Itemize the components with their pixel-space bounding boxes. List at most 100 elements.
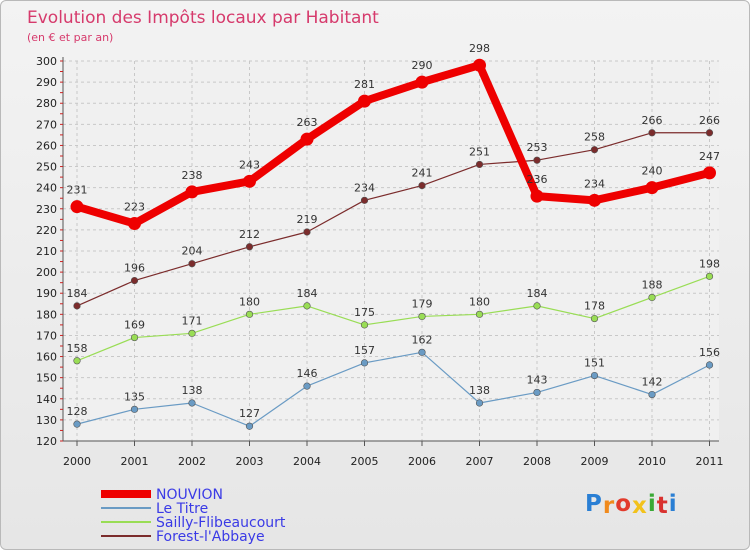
series-line-nouvion (73, 61, 714, 228)
series-line-sailly-flibeaucourt (76, 275, 711, 362)
data-label-le-titre: 156 (699, 346, 720, 359)
data-label-sailly-flibeaucourt: 179 (412, 297, 433, 310)
x-tick-label: 2011 (696, 455, 724, 468)
data-label-le-titre: 162 (412, 333, 433, 346)
data-label-le-titre: 135 (124, 390, 145, 403)
data-label-sailly-flibeaucourt: 158 (67, 342, 88, 355)
data-point-sailly-flibeaucourt (245, 310, 254, 318)
data-label-le-titre: 142 (642, 376, 663, 389)
logo-letter: x (632, 493, 648, 519)
x-tick-label: 2010 (638, 455, 666, 468)
data-point-forest-l-abbaye (475, 160, 484, 169)
data-label-nouvion: 281 (354, 78, 375, 91)
y-tick-label: 250 (36, 161, 57, 174)
data-point-sailly-flibeaucourt (130, 333, 139, 342)
y-tick-label: 140 (36, 393, 57, 406)
data-label-forest-l-abbaye: 234 (354, 181, 375, 194)
data-label-nouvion: 231 (67, 184, 88, 197)
x-tick-label: 2005 (351, 455, 379, 468)
data-point-forest-l-abbaye (188, 260, 196, 268)
data-point-nouvion (243, 174, 256, 188)
series-line-forest-l-abbaye (76, 132, 711, 307)
y-tick-label: 170 (36, 329, 57, 342)
data-point-forest-l-abbaye (705, 129, 714, 137)
data-label-nouvion: 243 (239, 158, 260, 171)
data-label-le-titre: 151 (584, 357, 605, 370)
data-label-le-titre: 143 (527, 373, 548, 386)
data-point-forest-l-abbaye (303, 228, 311, 236)
y-tick-label: 160 (36, 351, 57, 364)
logo-letter: t (656, 493, 669, 519)
data-point-sailly-flibeaucourt (418, 312, 426, 321)
data-label-le-titre: 157 (354, 344, 375, 357)
data-label-sailly-flibeaucourt: 171 (182, 314, 203, 327)
x-tick-label: 2002 (178, 455, 206, 468)
data-point-nouvion (70, 200, 84, 214)
data-label-le-titre: 146 (297, 367, 318, 380)
data-point-nouvion (588, 193, 601, 207)
data-point-le-titre (245, 422, 254, 430)
data-point-le-titre (418, 348, 426, 356)
data-point-forest-l-abbaye (418, 181, 426, 190)
data-point-nouvion (185, 185, 199, 199)
data-point-nouvion (300, 132, 314, 146)
data-label-forest-l-abbaye: 196 (124, 262, 145, 275)
legend-label: NOUVION (156, 487, 223, 503)
data-label-nouvion: 263 (297, 116, 318, 129)
y-tick-label: 270 (36, 118, 57, 131)
data-point-forest-l-abbaye (360, 196, 369, 204)
y-tick-label: 200 (36, 266, 57, 279)
x-tick-label: 2008 (523, 455, 551, 468)
data-point-nouvion (645, 181, 659, 195)
data-label-nouvion: 290 (412, 59, 433, 72)
x-tick-label: 2007 (466, 455, 494, 468)
data-point-le-titre (188, 399, 196, 407)
data-label-le-titre: 127 (239, 407, 260, 420)
data-point-sailly-flibeaucourt (73, 357, 81, 365)
data-label-forest-l-abbaye: 204 (182, 245, 203, 258)
chart-subtitle: (en € et par an) (27, 31, 113, 44)
data-label-nouvion: 238 (182, 169, 203, 182)
data-point-le-titre (705, 361, 714, 369)
y-tick-label: 220 (36, 224, 57, 237)
data-label-forest-l-abbaye: 219 (297, 213, 318, 226)
data-label-nouvion: 298 (469, 42, 490, 55)
x-tick-label: 2003 (236, 455, 264, 468)
y-tick-label: 280 (36, 97, 57, 110)
series-lines (70, 58, 716, 430)
data-point-sailly-flibeaucourt (533, 302, 541, 310)
data-label-nouvion: 240 (642, 165, 663, 178)
data-point-nouvion (530, 189, 544, 203)
data-point-sailly-flibeaucourt (360, 321, 369, 329)
data-label-nouvion: 236 (527, 173, 548, 186)
data-label-sailly-flibeaucourt: 188 (642, 278, 663, 291)
data-label-sailly-flibeaucourt: 180 (239, 295, 260, 308)
data-label-sailly-flibeaucourt: 184 (527, 287, 548, 300)
data-label-forest-l-abbaye: 258 (584, 131, 605, 144)
data-point-nouvion (128, 217, 141, 231)
data-point-le-titre (73, 420, 81, 428)
y-tick-label: 290 (36, 76, 57, 89)
data-labels: 128 135 138 127 146 157 162 138 143 151 142 156 158 1… (67, 42, 721, 420)
data-label-sailly-flibeaucourt: 178 (584, 300, 605, 313)
x-tick-label: 2000 (63, 455, 91, 468)
data-point-le-titre (533, 388, 541, 397)
y-tick-label: 190 (36, 287, 57, 300)
data-point-forest-l-abbaye (130, 276, 139, 285)
data-point-nouvion (358, 94, 371, 108)
data-point-le-titre (475, 399, 484, 407)
y-tick-label: 260 (36, 139, 57, 152)
data-label-nouvion: 234 (584, 177, 605, 190)
data-point-sailly-flibeaucourt (590, 314, 599, 323)
x-tick-label: 2006 (408, 455, 436, 468)
y-tick-label: 120 (36, 435, 57, 448)
logo-letter: P (585, 491, 603, 517)
data-point-nouvion (703, 166, 716, 180)
data-label-le-titre: 138 (469, 384, 490, 397)
data-point-nouvion (473, 58, 486, 72)
y-tick-label: 180 (36, 308, 57, 321)
axes: 120 130 140 150 160 170 180 190 200 210 220 230 240 2… (36, 55, 724, 468)
legend-label: Forest-l'Abbaye (156, 529, 265, 545)
